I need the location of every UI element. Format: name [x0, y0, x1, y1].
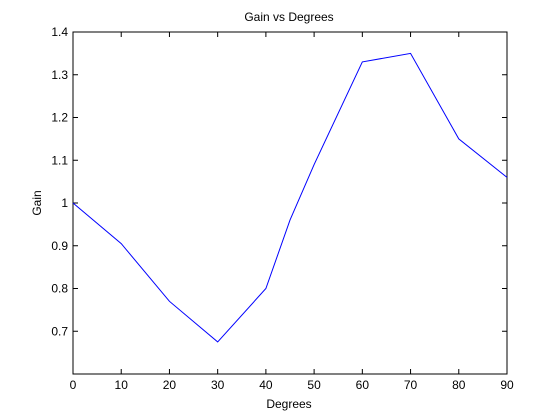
x-tick-label: 40	[259, 378, 273, 392]
y-tick-label: 1	[61, 196, 68, 210]
x-tick-label: 10	[115, 378, 129, 392]
y-tick-label: 1.2	[51, 111, 68, 125]
x-tick-label: 80	[452, 378, 466, 392]
series-line	[72, 52, 508, 343]
x-tick-label: 70	[404, 378, 418, 392]
x-tick-label: 50	[307, 378, 321, 392]
x-tick-label: 0	[70, 378, 77, 392]
x-tick-label: 90	[500, 378, 514, 392]
y-tick-label: 0.9	[51, 239, 68, 253]
y-tick-label: 1.3	[51, 68, 68, 82]
chart-title: Gain vs Degrees	[244, 10, 333, 24]
y-tick-label: 1.4	[51, 25, 68, 39]
y-tick-label: 0.8	[51, 282, 68, 296]
y-tick-label: 1.1	[51, 153, 68, 167]
x-tick-label: 60	[356, 378, 370, 392]
y-tick-label: 0.7	[51, 324, 68, 338]
x-tick-label: 20	[163, 378, 177, 392]
x-tick-label: 30	[211, 378, 225, 392]
y-axis-title: Gain	[30, 190, 44, 215]
plot-area: 0 10 20 30 40 50 60 70 80 90 0.7 0.8 0.9 1 1.1 1.2 1.3 1.…	[51, 25, 514, 392]
x-axis-title: Degrees	[266, 397, 311, 411]
